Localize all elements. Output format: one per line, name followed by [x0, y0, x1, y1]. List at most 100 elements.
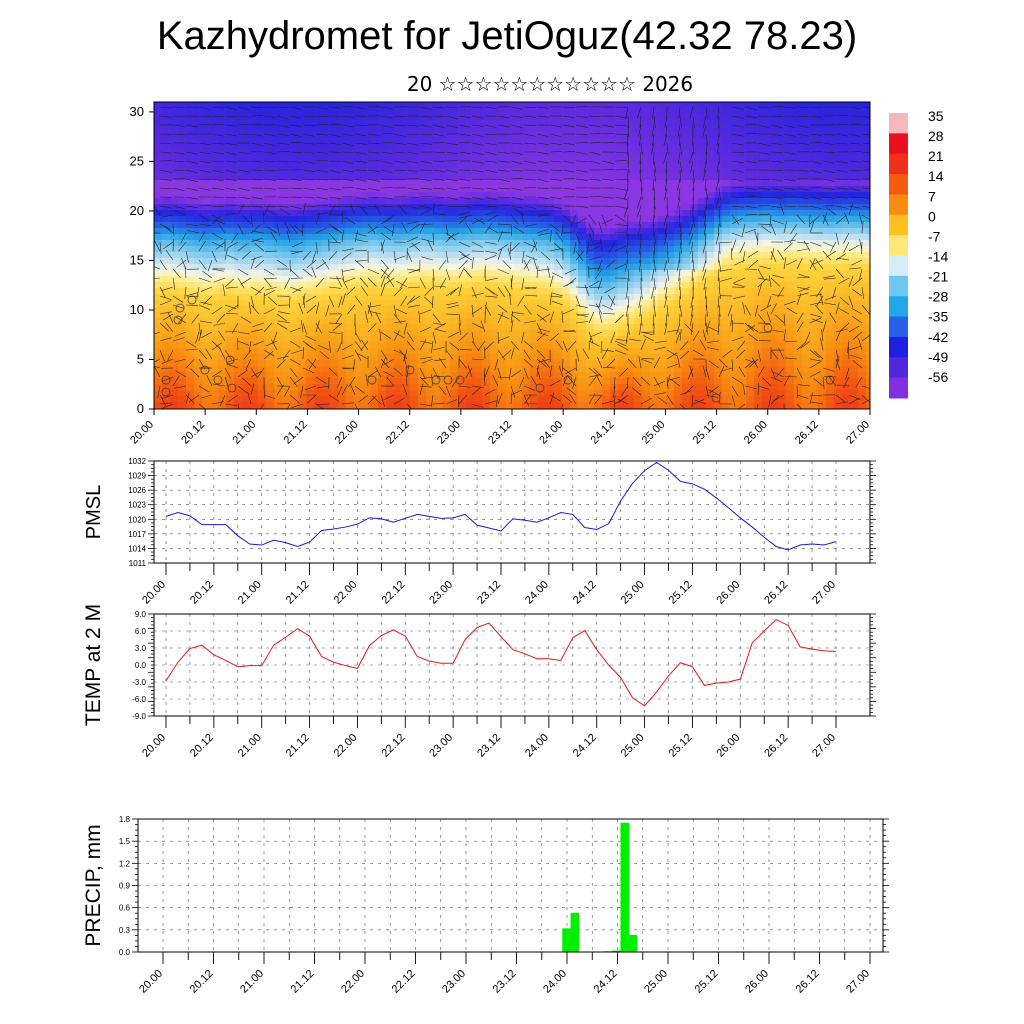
precip-bar	[620, 822, 629, 952]
colorbar-swatch	[889, 336, 908, 358]
colorbar-label: 0	[928, 208, 936, 224]
colorbar-label: -28	[928, 289, 948, 305]
precip-y-tick-label: 1.5	[119, 837, 131, 846]
heatmap-x-tick-label: 26.00	[742, 419, 770, 447]
pmsl-x-tick-label: 26.12	[762, 579, 790, 607]
heatmap-y-tick-label: 15	[130, 252, 144, 267]
heatmap-y-tick-label: 10	[130, 302, 144, 317]
precip-x-tick-label: 22.12	[390, 968, 418, 996]
heatmap-x-tick-label: 23.00	[435, 419, 463, 447]
pmsl-y-axis-title: PMSL	[83, 485, 105, 539]
colorbar-label: -49	[928, 349, 948, 365]
temp-y-tick-label: -6.0	[132, 695, 146, 704]
pmsl-x-tick-label: 27.00	[810, 579, 838, 607]
temp-x-tick-label: 20.00	[140, 732, 168, 760]
precip-chart: 0.0 0.3 0.6 0.9 1.2 1.5 1.8 20.00 20.12 21.00 21.1…	[82, 815, 889, 996]
heatmap-x-tick-label: 24.12	[588, 419, 616, 447]
pmsl-x-tick-label: 25.00	[619, 579, 647, 607]
temp-x-tick-label: 24.00	[523, 732, 551, 760]
temp-y-tick-label: 3.0	[135, 644, 147, 653]
colorbar-swatch	[889, 275, 908, 297]
colorbar-swatch	[889, 113, 908, 134]
colorbar-swatch	[889, 174, 908, 195]
precip-y-tick-label: 0.0	[119, 948, 131, 957]
heatmap-x-tick-label: 22.12	[384, 419, 412, 447]
colorbar-swatch	[889, 214, 908, 236]
temp-x-tick-label: 21.00	[236, 732, 264, 760]
pmsl-y-tick-label: 1017	[128, 530, 146, 539]
heatmap-x-tick-label: 25.00	[640, 419, 668, 447]
pmsl-y-tick-label: 1026	[128, 486, 146, 495]
heatmap-y-tick-label: 5	[137, 351, 144, 366]
temp-x-tick-label: 20.12	[188, 732, 216, 760]
heatmap-y-tick-label: 20	[130, 203, 144, 218]
colorbar-swatch	[889, 357, 908, 379]
pmsl-y-tick-label: 1029	[128, 472, 146, 481]
pmsl-y-tick-label: 1023	[128, 501, 146, 510]
precip-x-tick-label: 20.00	[137, 968, 165, 996]
calm-markers	[161, 295, 835, 403]
heatmap-y-tick-label: 25	[130, 153, 144, 168]
precip-y-tick-label: 1.8	[119, 815, 131, 824]
temp-y-tick-label: 9.0	[135, 610, 147, 619]
heatmap-x-tick-label: 24.00	[537, 419, 565, 447]
precip-x-tick-label: 25.00	[642, 968, 670, 996]
pmsl-x-tick-label: 21.00	[236, 579, 264, 607]
page-subtitle: 20 ☆☆☆☆☆☆☆☆☆☆☆ 2026	[406, 72, 694, 96]
precip-x-tick-label: 24.00	[541, 968, 569, 996]
temp-y-tick-label: -3.0	[132, 678, 146, 687]
temp-x-tick-label: 23.00	[427, 732, 455, 760]
temp-x-tick-label: 27.00	[810, 732, 838, 760]
precip-bar	[570, 912, 580, 952]
temp-chart: -9.0 -6.0 -3.0 0.0 3.0 6.0 9.0 20.00 20.12 21.00 2…	[82, 604, 876, 760]
precip-x-tick-label: 26.00	[743, 968, 771, 996]
colorbar-label: 7	[928, 188, 936, 204]
precip-x-tick-label: 23.00	[440, 968, 468, 996]
heatmap-x-tick-label: 20.12	[179, 419, 207, 447]
temp-x-tick-label: 25.12	[667, 732, 695, 760]
colorbar-label: 14	[928, 168, 944, 184]
precip-y-tick-label: 1.2	[119, 859, 131, 868]
colorbar-label: -21	[928, 269, 948, 285]
precip-y-tick-label: 0.9	[119, 882, 131, 891]
pmsl-x-tick-label: 22.12	[379, 579, 407, 607]
colorbar-swatch	[889, 377, 908, 399]
heatmap-y-tick-label: 30	[130, 104, 144, 119]
temp-x-tick-label: 26.00	[714, 732, 742, 760]
precip-x-tick-label: 23.12	[491, 968, 519, 996]
colorbar-label: -35	[928, 309, 948, 325]
pmsl-frame	[153, 460, 871, 564]
temp-y-tick-label: 6.0	[135, 627, 147, 636]
heatmap-x-tick-label: 27.00	[844, 419, 872, 447]
colorbar-swatch	[889, 255, 908, 277]
precip-x-tick-label: 21.00	[238, 968, 266, 996]
colorbar-label: -56	[928, 369, 948, 385]
temp-y-tick-label: 0.0	[135, 661, 147, 670]
temp-x-tick-label: 22.00	[332, 732, 360, 760]
precip-bar	[562, 928, 571, 952]
colorbar-swatch	[889, 133, 908, 155]
pmsl-y-tick-label: 1014	[128, 544, 146, 553]
heatmap-y-tick-label: 0	[137, 401, 144, 416]
pmsl-x-tick-label: 22.00	[332, 579, 360, 607]
heatmap-x-tick-label: 22.00	[333, 419, 361, 447]
colorbar-swatch	[889, 316, 908, 338]
colorbar-label: -7	[928, 228, 941, 244]
precip-bar	[628, 935, 638, 952]
heatmap-x-tick-label: 21.12	[282, 419, 310, 447]
colorbar-swatch	[889, 235, 908, 256]
precip-x-tick-label: 21.12	[289, 968, 317, 996]
colorbar-label: -42	[928, 329, 948, 345]
heatmap-x-tick-label: 20.00	[128, 419, 156, 447]
heatmap-x-tick-label: 23.12	[486, 419, 514, 447]
temp-x-tick-label: 25.00	[619, 732, 647, 760]
precip-y-tick-label: 0.6	[119, 904, 131, 913]
pmsl-x-tick-label: 20.12	[188, 579, 216, 607]
pmsl-y-tick-label: 1032	[128, 457, 146, 466]
heatmap-cells	[154, 102, 870, 409]
colorbar-label: 35	[928, 108, 944, 124]
colorbar-label: 28	[928, 128, 944, 144]
heatmap-x-tick-label: 21.00	[230, 419, 258, 447]
precip-x-tick-label: 24.12	[592, 968, 620, 996]
